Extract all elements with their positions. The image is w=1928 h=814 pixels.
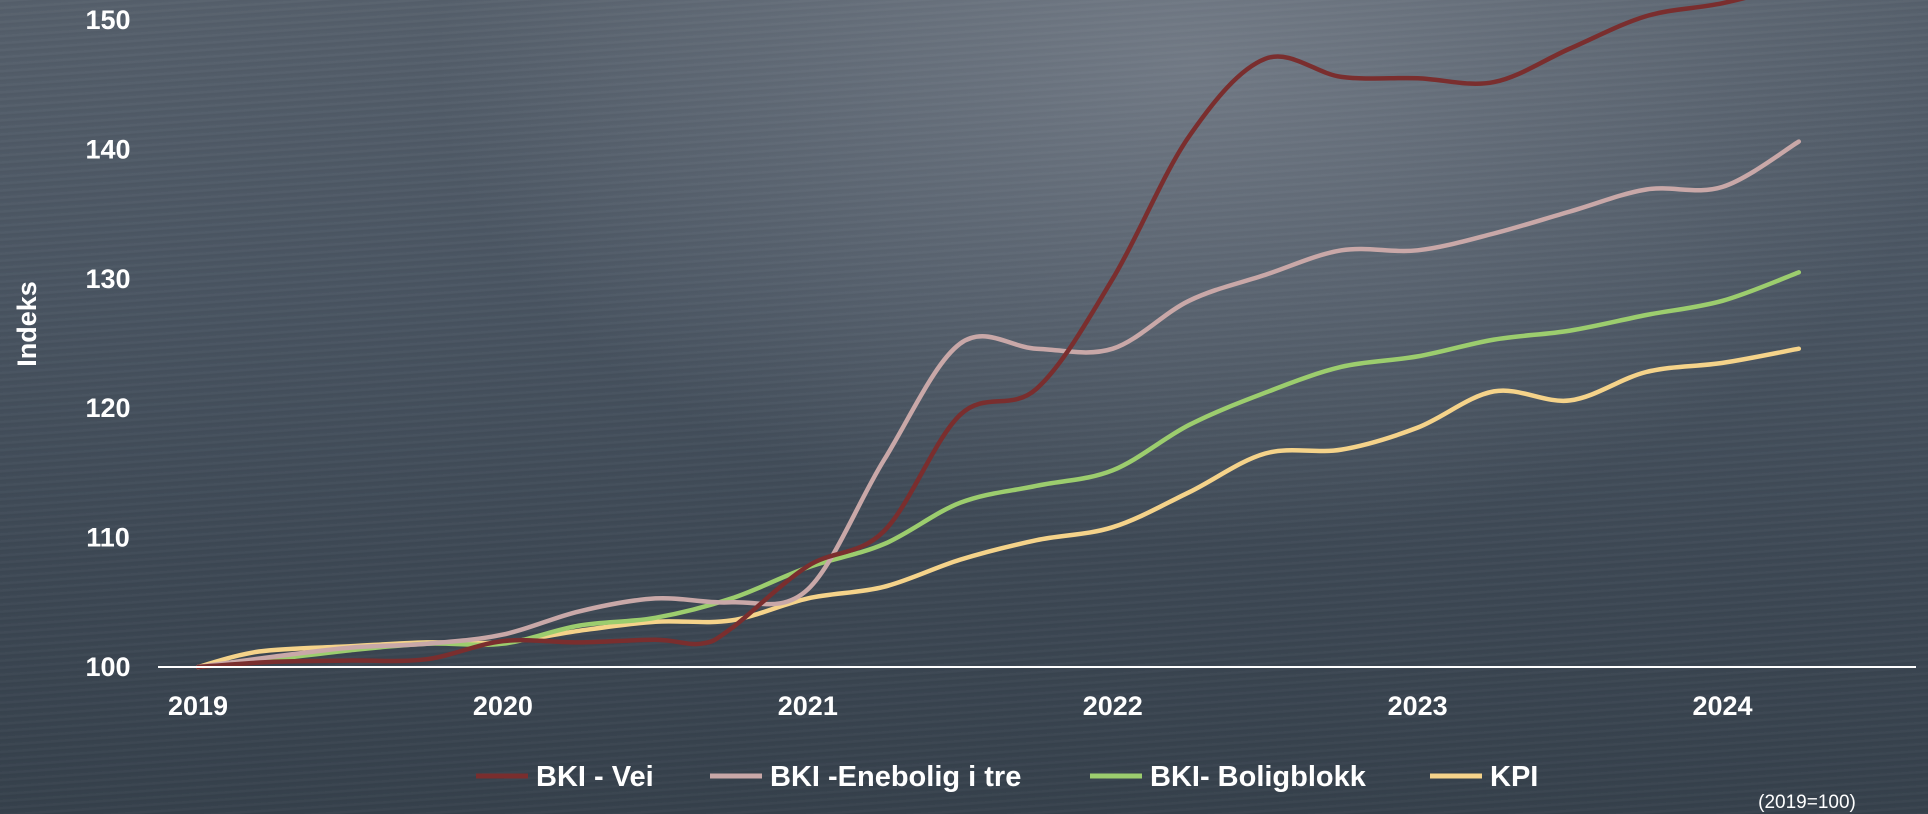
x-tick-label: 2021 (778, 691, 838, 721)
y-axis-title: Indeks (12, 281, 42, 367)
x-tick-label: 2022 (1083, 691, 1143, 721)
x-axis-ticks: 2019 2020 2021 2022 2023 2024 (168, 691, 1753, 721)
series-line-3 (195, 346, 1802, 670)
x-tick-label: 2020 (473, 691, 533, 721)
y-axis-ticks: 100 110 120 130 140 150 (85, 5, 130, 682)
legend: BKI - Vei BKI -Enebolig i tre BKI- Boligbl… (476, 761, 1538, 793)
series-layer (195, 0, 1802, 670)
y-tick-label: 130 (85, 264, 130, 294)
legend-label: BKI -Enebolig i tre (770, 761, 1021, 793)
legend-label: BKI - Vei (536, 761, 654, 793)
series-line-2 (195, 270, 1802, 670)
y-tick-label: 110 (86, 523, 130, 553)
index-base-note: (2019=100) (1758, 792, 1856, 813)
y-tick-label: 140 (85, 134, 130, 164)
y-tick-label: 100 (85, 652, 130, 682)
x-tick-label: 2019 (168, 691, 228, 721)
y-tick-label: 120 (85, 393, 130, 423)
legend-label: BKI- Boligblokk (1150, 761, 1367, 793)
series-line-0 (195, 0, 1746, 670)
y-tick-label: 150 (85, 5, 130, 35)
x-tick-label: 2024 (1693, 691, 1753, 721)
x-tick-label: 2023 (1388, 691, 1448, 721)
series-line-1 (195, 139, 1802, 670)
legend-label: KPI (1490, 761, 1538, 793)
